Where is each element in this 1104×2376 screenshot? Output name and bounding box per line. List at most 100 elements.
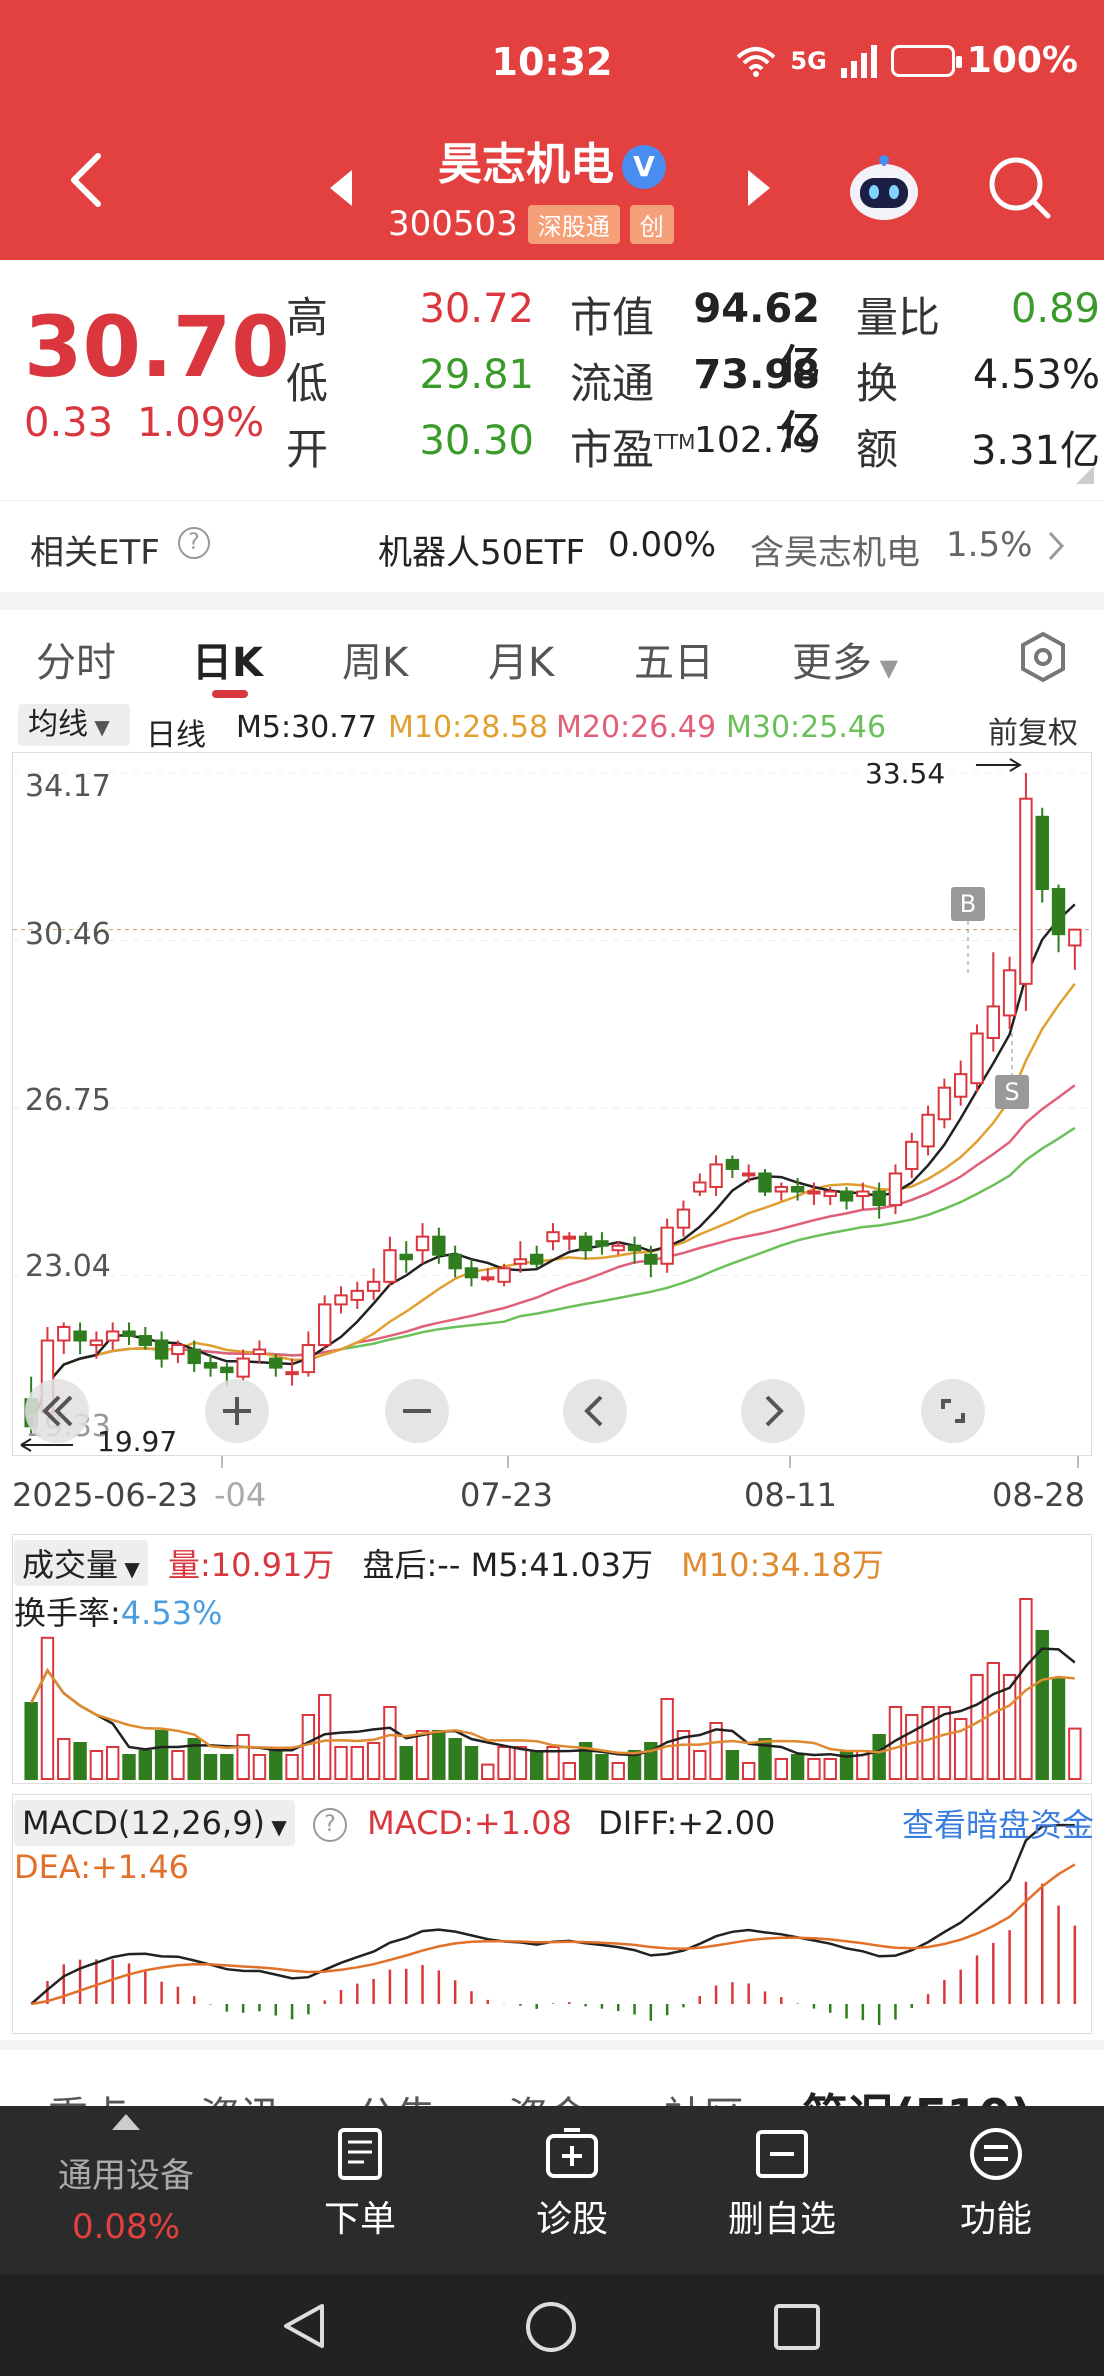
x-axis-ticks — [221, 1456, 1079, 1468]
order-form-icon — [338, 2128, 382, 2180]
search-icon[interactable] — [986, 154, 1052, 220]
x-tick-5: 08-28 — [992, 1476, 1085, 1514]
wifi-icon — [737, 46, 776, 77]
system-nav-bar — [0, 2274, 1104, 2376]
tab-five-day[interactable]: 五日 — [634, 640, 714, 686]
y-tick-2: 30.46 — [25, 917, 111, 952]
zoom-in-button[interactable] — [205, 1379, 269, 1443]
diff-value: DIFF:+2.00 — [598, 1804, 776, 1842]
dea-line — [30, 1863, 1076, 2006]
remove-favorite-button[interactable]: 删自选 — [702, 2126, 862, 2242]
volume-bar — [529, 1750, 544, 1780]
high-label: 高 — [286, 293, 329, 342]
remove-favorite-label: 删自选 — [727, 2199, 836, 2240]
chevron-right-icon — [765, 1395, 784, 1427]
candle-body — [366, 1280, 381, 1292]
volume-bar — [497, 1746, 511, 1780]
candle-body — [758, 1172, 772, 1193]
low-arrow — [20, 1438, 73, 1452]
next-stock-arrow-icon[interactable] — [748, 170, 770, 206]
volume-bar — [905, 1714, 919, 1780]
macd-chart-frame[interactable] — [12, 1794, 1092, 2034]
candle-body — [627, 1244, 642, 1252]
macd-help-icon[interactable]: ? — [312, 1808, 347, 1842]
volume-bar — [790, 1754, 805, 1780]
tab-weekly-k[interactable]: 周K — [342, 640, 409, 686]
pe-value: 102.79 — [694, 420, 820, 461]
prev-candle-button[interactable] — [563, 1379, 627, 1443]
candle-body — [644, 1253, 658, 1265]
ma-selector[interactable]: 均线 ▼ — [18, 704, 130, 746]
sell-marker[interactable]: S — [995, 1075, 1029, 1109]
expand-corner-icon[interactable] — [1076, 466, 1094, 484]
candle-body — [839, 1190, 854, 1202]
ma5-value: M5:30.77 — [236, 710, 377, 745]
robot-assistant-icon[interactable] — [846, 152, 922, 224]
volume-bar — [937, 1706, 952, 1780]
prev-stock-arrow-icon[interactable] — [330, 170, 352, 206]
vol-ratio-value: 0.89 — [1010, 286, 1100, 332]
order-button[interactable]: 下单 — [280, 2126, 440, 2242]
after-hours-value: 盘后:-- — [362, 1546, 471, 1584]
settings-hexagon-icon[interactable] — [1016, 630, 1070, 684]
low-label: 低 — [286, 359, 329, 408]
volume-bar — [627, 1750, 642, 1780]
diagnose-label: 诊股 — [535, 2199, 608, 2240]
functions-button[interactable]: 功能 — [916, 2126, 1076, 2242]
next-candle-button[interactable] — [741, 1379, 805, 1443]
bottom-toolbar: 通用设备 0.08% 下单 诊股 删自选 功能 — [0, 2106, 1104, 2274]
chevron-left-icon — [584, 1395, 603, 1427]
stock-code: 300503 — [388, 204, 518, 244]
volume-bar — [644, 1742, 658, 1780]
nav-recents-icon[interactable] — [772, 2302, 822, 2352]
last-price: 30.70 — [24, 298, 290, 396]
open-value: 30.30 — [419, 418, 534, 464]
x-tick-2: -04 — [214, 1476, 267, 1514]
low-value: 29.81 — [419, 352, 534, 398]
fullscreen-button[interactable] — [921, 1379, 985, 1443]
kline-chart-frame[interactable]: 34.17 30.46 26.75 23.04 19.33 33.54 19.9… — [12, 752, 1093, 1458]
x-tick-4: 08-11 — [744, 1476, 837, 1514]
help-icon[interactable]: ? — [178, 527, 210, 559]
dark-pool-link[interactable]: 查看暗盘资金 — [901, 1806, 1094, 1844]
back-arrow-icon[interactable] — [60, 150, 120, 210]
tab-monthly-k[interactable]: 月K — [488, 640, 555, 686]
volume-value: 量:10.91万 — [167, 1546, 335, 1584]
verified-icon: V — [622, 145, 666, 189]
tab-more[interactable]: 更多 ▼ — [792, 640, 899, 686]
float-cap-label: 流通 — [570, 359, 655, 408]
macd-selector[interactable]: MACD(12,26,9) ▼ — [14, 1800, 295, 1846]
buy-marker[interactable]: B — [951, 887, 985, 921]
volume-bar — [676, 1730, 691, 1780]
y-tick-4: 23.04 — [25, 1249, 111, 1284]
volume-legend: 成交量 ▼ 量:10.91万 盘后:-- M5:41.03万 M10:34.18… — [14, 1540, 1094, 1634]
nav-home-icon[interactable] — [524, 2300, 578, 2354]
tab-intraday[interactable]: 分时 — [36, 640, 116, 686]
active-tab-indicator — [212, 690, 248, 698]
related-etf-row[interactable]: 相关ETF ? 机器人50ETF 0.00% 含昊志机电 1.5% — [0, 500, 1104, 592]
diagnose-button[interactable]: 诊股 — [492, 2126, 652, 2242]
change-value: 0.33 — [24, 400, 114, 446]
volume-bar — [741, 1762, 756, 1780]
sector-button[interactable]: 通用设备 0.08% — [46, 2148, 206, 2247]
volume-chart-frame[interactable] — [12, 1534, 1092, 1784]
adjust-mode[interactable]: 前复权 — [988, 716, 1078, 751]
candle-body — [187, 1348, 201, 1365]
fast-rewind-button[interactable] — [25, 1379, 89, 1443]
zoom-out-button[interactable] — [385, 1379, 449, 1443]
volume-bar — [774, 1758, 789, 1780]
nav-back-icon[interactable] — [278, 2300, 330, 2352]
sector-name: 通用设备 — [58, 2156, 194, 2196]
caret-up-icon[interactable] — [112, 2114, 140, 2130]
volume-bar — [823, 1758, 837, 1780]
candle-body — [595, 1240, 609, 1247]
quote-panel: 30.70 0.33 1.09% 高 低 开 30.72 29.81 30.30… — [0, 260, 1104, 500]
tab-daily-k[interactable]: 日K — [192, 640, 263, 686]
tab-profile[interactable]: 简况(F10) — [802, 2080, 1031, 2110]
volume-selector[interactable]: 成交量 ▼ — [14, 1540, 148, 1586]
caret-down-icon: ▼ — [872, 654, 899, 682]
etf-label: 相关ETF — [30, 533, 160, 573]
candle-body — [154, 1339, 169, 1360]
y-tick-1: 34.17 — [25, 769, 111, 804]
kline-chart[interactable] — [13, 753, 1093, 1457]
